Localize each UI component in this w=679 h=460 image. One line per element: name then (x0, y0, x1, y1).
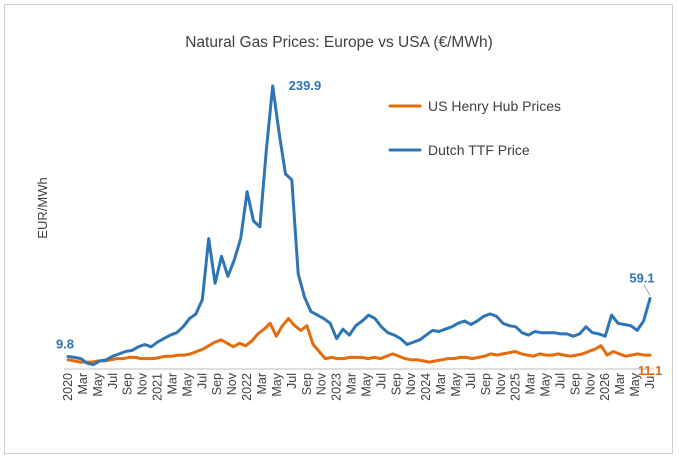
x-tick-label: Sep (121, 373, 135, 395)
x-tick-label: Nov (136, 372, 150, 395)
x-tick-label: Jul (464, 373, 478, 389)
data-label: 11.1 (638, 363, 663, 378)
data-label: 9.8 (56, 336, 74, 351)
data-label: 59.1 (629, 270, 654, 285)
x-tick-label: Nov (583, 372, 597, 395)
x-tick-label: Jul (553, 373, 567, 389)
y-axis-label: EUR/MWh (35, 177, 50, 238)
series-line-dutch-ttf (66, 84, 652, 366)
x-tick-label: May (91, 372, 105, 396)
chart-frame (4, 4, 673, 454)
x-tick-label: Mar (524, 373, 538, 395)
x-tick-label: Nov (225, 372, 239, 395)
series-line-henry-hub (66, 317, 652, 364)
data-labels: 11.1 9.8 239.9 59.1 (56, 78, 662, 378)
x-tick-label: Nov (494, 372, 508, 395)
x-tick-label: May (628, 372, 642, 396)
x-tick-label: 2023 (330, 373, 344, 401)
x-tick-label: 2025 (509, 373, 523, 401)
x-tick-label: Sep (300, 373, 314, 395)
legend-label-dutch-ttf: Dutch TTF Price (428, 142, 530, 158)
x-tick-label: Jul (643, 373, 657, 389)
legend-label-henry-hub: US Henry Hub Prices (428, 98, 561, 114)
x-tick-label: May (449, 372, 463, 396)
x-tick-label: 2026 (598, 373, 612, 401)
x-tick-label: Jul (106, 373, 120, 389)
series-layer (66, 84, 652, 366)
x-tick-label: 2022 (240, 373, 254, 401)
x-tick-label: 2021 (151, 373, 165, 401)
data-label-leader (643, 284, 651, 296)
x-tick-label: Sep (389, 373, 403, 395)
chart-title: Natural Gas Prices: Europe vs USA (€/MWh… (185, 34, 493, 51)
x-tick-label: 2024 (419, 373, 433, 401)
x-tick-label: Mar (613, 373, 627, 395)
x-tick-label: 2020 (61, 373, 75, 401)
x-tick-label: Sep (479, 373, 493, 395)
x-tick-label: Mar (434, 373, 448, 395)
x-tick-labels: 2020 Mar May Jul Sep Nov 2021 Mar May Jul Sep Nov 20… (61, 372, 657, 401)
x-tick-label: Sep (568, 373, 582, 395)
x-tick-label: Sep (210, 373, 224, 395)
x-tick-label: Mar (165, 373, 179, 395)
x-tick-label: Jul (285, 373, 299, 389)
x-tick-label: May (270, 372, 284, 396)
x-tick-label: May (539, 372, 553, 396)
x-tick-label: Nov (404, 372, 418, 395)
x-tick-label: Jul (374, 373, 388, 389)
x-tick-label: Mar (76, 373, 90, 395)
x-tick-label: Jul (195, 373, 209, 389)
x-tick-label: May (180, 372, 194, 396)
x-tick-label: Mar (345, 373, 359, 395)
x-tick-label: Nov (315, 372, 329, 395)
data-label: 239.9 (289, 78, 322, 93)
x-tick-label: May (359, 372, 373, 396)
x-tick-label: Mar (255, 373, 269, 395)
legend: US Henry Hub Prices Dutch TTF Price (388, 98, 561, 158)
